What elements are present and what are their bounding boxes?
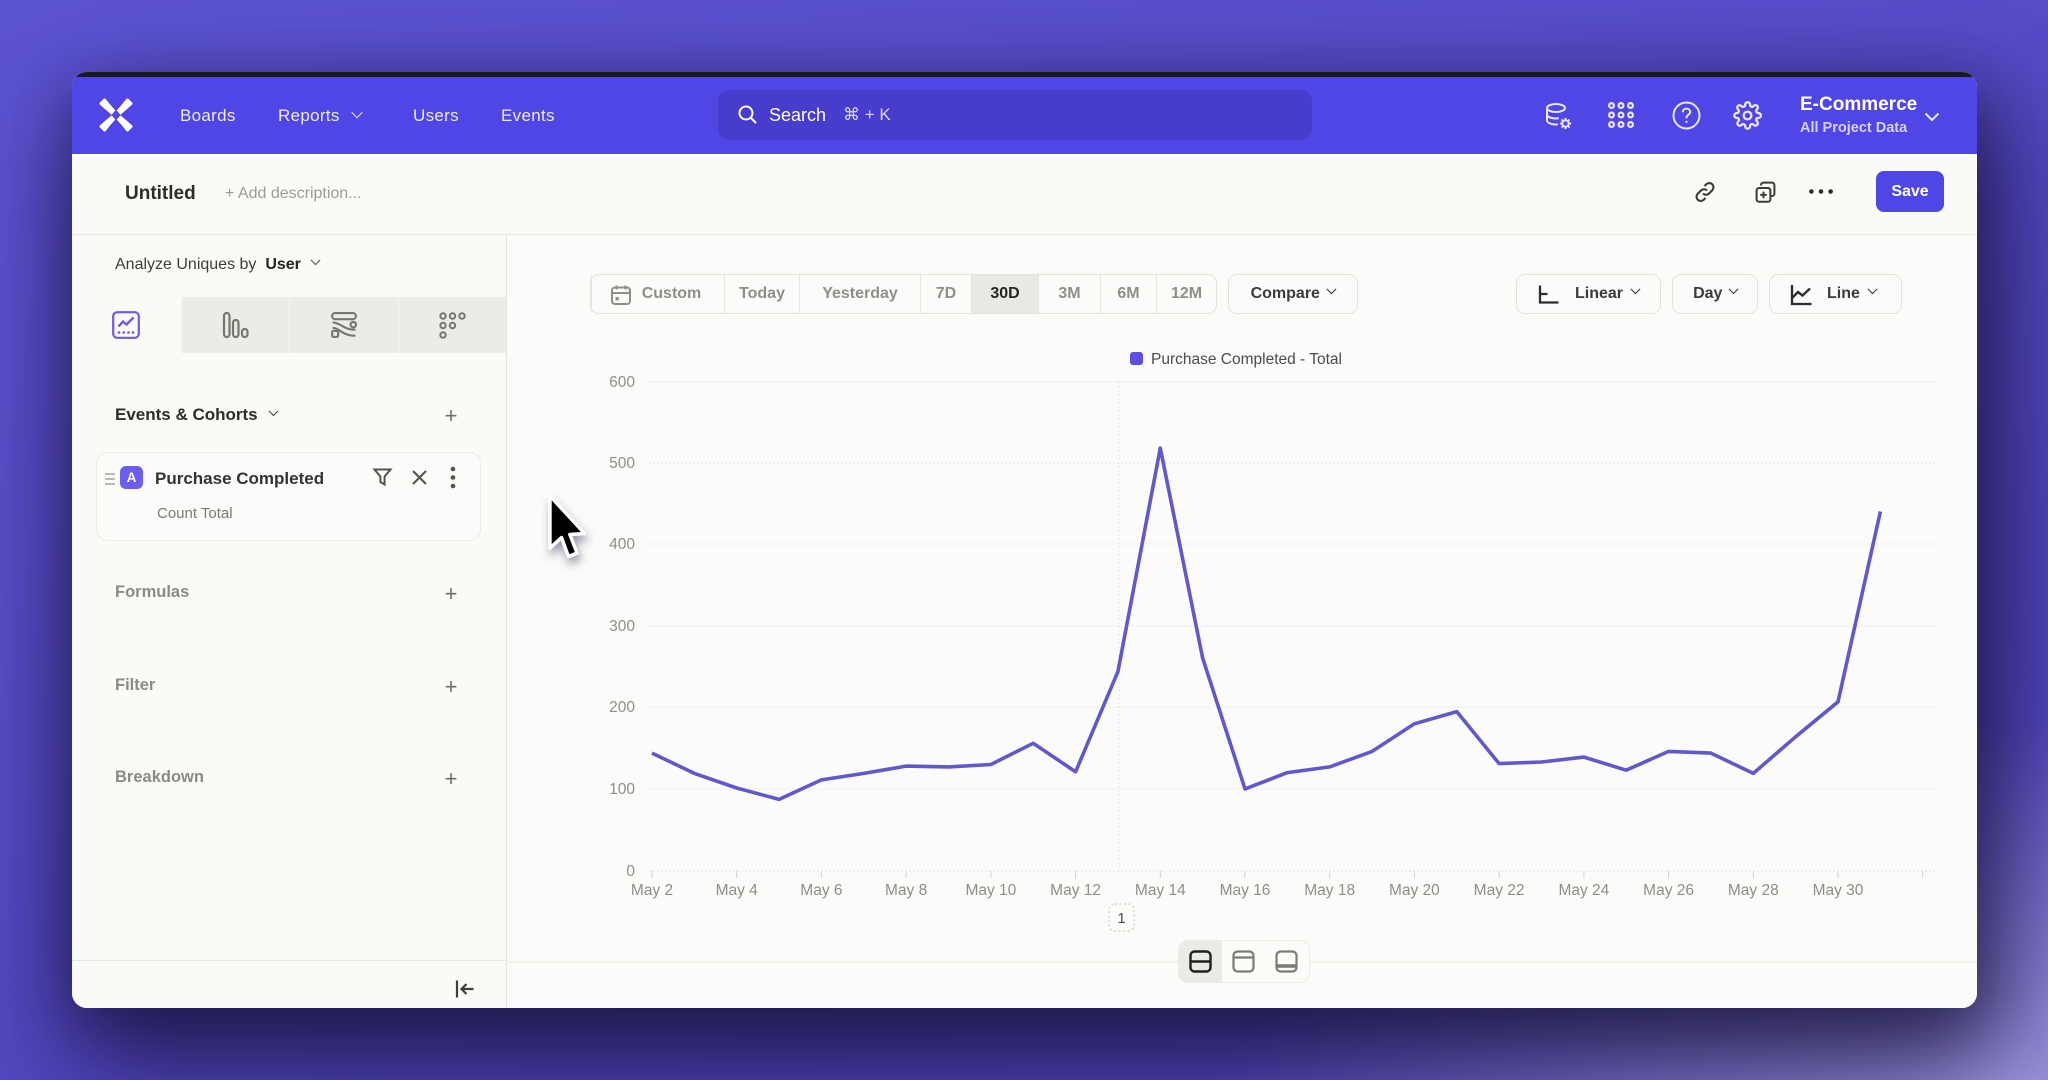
svg-text:May 12: May 12 — [1050, 882, 1101, 899]
svg-text:May 26: May 26 — [1643, 882, 1694, 899]
svg-text:May 20: May 20 — [1389, 882, 1440, 899]
svg-text:May 4: May 4 — [716, 882, 759, 899]
svg-text:May 16: May 16 — [1220, 882, 1271, 899]
svg-text:May 10: May 10 — [965, 882, 1016, 899]
svg-text:May 24: May 24 — [1558, 882, 1609, 899]
svg-text:May 22: May 22 — [1474, 882, 1525, 899]
svg-text:May 14: May 14 — [1135, 882, 1186, 899]
svg-text:May 30: May 30 — [1813, 882, 1864, 899]
svg-text:400: 400 — [609, 536, 635, 553]
svg-text:May 8: May 8 — [885, 882, 927, 899]
svg-text:0: 0 — [626, 863, 635, 880]
svg-text:1: 1 — [1117, 910, 1125, 927]
svg-text:500: 500 — [609, 455, 635, 472]
svg-text:300: 300 — [609, 618, 635, 635]
svg-text:200: 200 — [609, 699, 635, 716]
svg-text:May 6: May 6 — [800, 882, 842, 899]
svg-text:May 2: May 2 — [631, 882, 673, 899]
svg-text:600: 600 — [609, 374, 635, 391]
svg-text:May 28: May 28 — [1728, 882, 1779, 899]
svg-text:Purchase Completed - Total: Purchase Completed - Total — [1151, 351, 1342, 368]
svg-text:100: 100 — [609, 781, 635, 798]
svg-text:May 18: May 18 — [1304, 882, 1355, 899]
